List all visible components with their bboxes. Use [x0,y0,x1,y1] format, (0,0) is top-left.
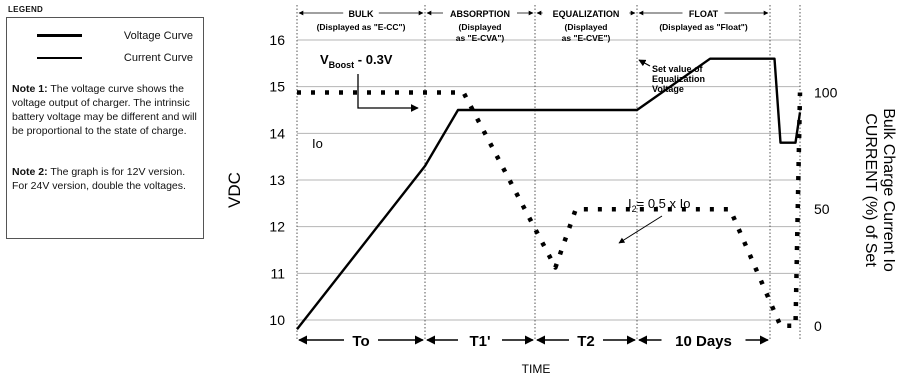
period-label-bg-2 [569,331,603,349]
phase-sub1-2: (Displayed [565,22,608,32]
current-curve-line [297,90,803,329]
current-swatch [37,57,82,59]
y-tick-11: 11 [270,265,285,281]
y-tick-13: 13 [269,172,285,188]
period-label-2: T2 [577,333,595,350]
period-label-bg-3 [661,331,746,349]
set-value-line-1: Set value of [652,64,704,74]
period-label-0: To [352,333,369,350]
y-tick-12: 12 [269,219,285,235]
legend-item-current: Current Curve [7,50,203,66]
phase-sub1-1: (Displayed [459,22,502,32]
phase-title-bg-2 [542,7,630,19]
phase-title-bg-1 [443,7,517,19]
legend-item-voltage: Voltage Curve [7,28,203,44]
set-value-line-2: Equalization [652,74,705,84]
note-2-title: Note 2: [12,166,48,178]
x-axis-label: TIME [522,362,551,376]
phase-title-bg-3 [682,7,725,19]
period-label-bg-0 [344,331,378,349]
phase-sub1-0: (Displayed as "E-CC") [317,22,406,32]
phase-bands: BULK (Displayed as "E-CC") ABSORPTION (Disp… [296,5,801,340]
set-value-annotation: Set value of Equalization Voltage [638,59,705,94]
period-arrows: To T1' T2 10 Days [298,331,769,350]
phase-title-3: FLOAT [689,9,719,19]
voltage-swatch [37,34,82,37]
phase-sub2-1: as "E-CVA") [456,33,505,43]
phase-title-1: ABSORPTION [450,9,510,19]
period-label-1: T1' [469,333,490,350]
phase-sub2-2: as "E-CVE") [562,33,611,43]
set-value-line-3: Voltage [652,84,684,94]
y-tick-16: 16 [269,32,285,48]
i2-annotation: I2= 0.5 x Io [618,196,690,244]
grid-lines [297,39,800,321]
y2-tick-100: 100 [814,85,838,101]
note-2-text: The graph is for 12V version. For 24V ve… [12,166,186,192]
y-tick-14: 14 [269,125,285,141]
vboost-label: VBoost - 0.3V [320,52,393,70]
note-1: Note 1: The voltage curve shows the volt… [12,82,198,138]
phase-title-2: EQUALIZATION [553,9,620,19]
phase-title-bg-0 [343,7,379,19]
set-value-arrow [638,59,651,67]
phase-sub1-3: (Displayed as "Float") [659,22,748,32]
y2-axis-label-line-1: CURRENT (%) of Set [862,113,879,267]
i2-label: I2= 0.5 x Io [628,196,690,214]
io-label: Io [312,136,323,151]
y2-tick-0: 0 [814,318,822,334]
y-axis-label: VDC [225,172,244,208]
y2-tick-50: 50 [814,201,830,217]
vboost-arrow [357,74,419,112]
i2-arrow [618,215,663,244]
y2-axis-label-line-2: Bulk Charge Current Io [880,108,897,272]
y-tick-10: 10 [269,312,285,328]
legend-box: Voltage Curve Current Curve Note 1: The … [6,17,204,239]
vboost-annotation: VBoost - 0.3V [320,52,419,112]
y-tick-15: 15 [269,79,285,95]
legend-label-voltage: Voltage Curve [123,30,193,42]
note-1-title: Note 1: [12,83,48,95]
period-label-3: 10 Days [675,333,732,350]
legend-label-current: Current Curve [123,52,193,64]
phase-title-0: BULK [349,9,374,19]
note-1-text: The voltage curve shows the voltage outp… [12,83,197,137]
tick-labels: 10 11 12 13 14 15 16 0 50 100 [269,32,837,334]
note-2: Note 2: The graph is for 12V version. Fo… [12,165,198,193]
series-lines [296,57,803,331]
voltage-curve-line [296,57,802,331]
legend-title: LEGEND [8,5,44,14]
period-label-bg-1 [458,331,502,349]
